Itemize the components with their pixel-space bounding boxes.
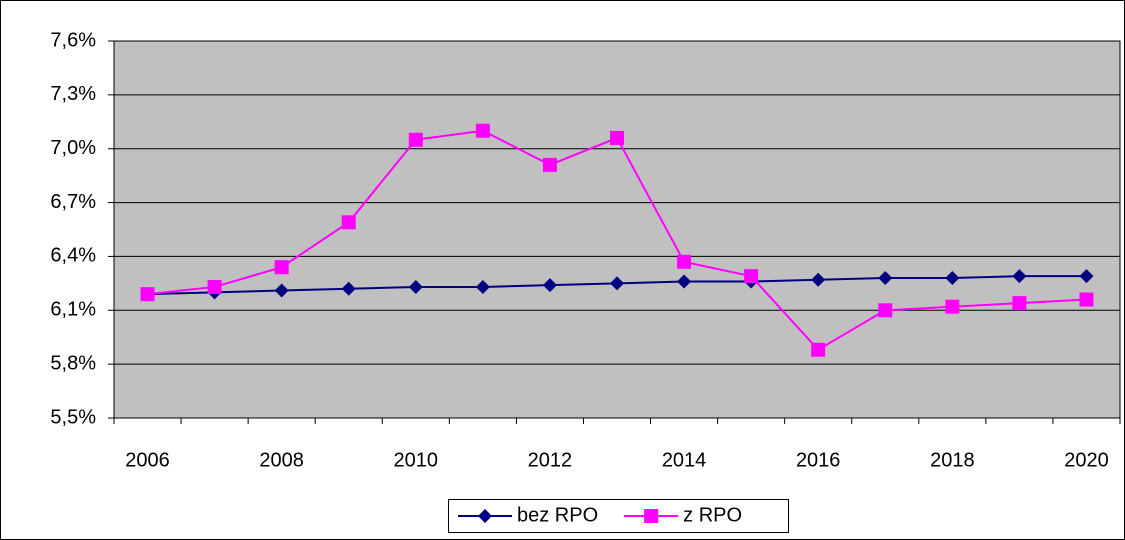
data-point xyxy=(1012,296,1027,311)
legend-label: z RPO xyxy=(683,504,742,526)
data-point xyxy=(610,130,624,145)
y-tick-label: 7,6% xyxy=(50,29,96,51)
y-tick-label: 7,0% xyxy=(50,137,96,159)
data-point xyxy=(744,269,759,284)
data-point xyxy=(274,283,289,298)
x-tick-label: 2010 xyxy=(394,449,439,471)
y-tick-label: 5,8% xyxy=(50,352,96,374)
data-point xyxy=(811,342,826,357)
data-point xyxy=(878,270,893,285)
data-point xyxy=(677,274,692,289)
y-tick-label: 6,7% xyxy=(50,191,96,213)
data-point xyxy=(542,278,557,293)
y-tick-label: 6,4% xyxy=(50,245,96,267)
data-point xyxy=(475,123,490,138)
data-point xyxy=(341,281,356,296)
data-point xyxy=(945,270,960,285)
data-point xyxy=(610,276,624,291)
x-tick-label: 2014 xyxy=(662,449,707,471)
x-tick-label: 2020 xyxy=(1064,449,1109,471)
x-tick-label: 2006 xyxy=(125,449,170,471)
y-tick-label: 5,5% xyxy=(50,406,96,428)
legend-marker xyxy=(478,509,492,523)
x-tick-label: 2018 xyxy=(930,449,975,471)
data-point xyxy=(408,279,423,294)
data-point xyxy=(475,279,490,294)
data-point xyxy=(1012,269,1027,284)
legend-marker xyxy=(644,509,659,523)
data-point xyxy=(1079,269,1094,284)
data-point xyxy=(811,272,826,287)
data-point xyxy=(140,287,155,302)
plot-area xyxy=(114,41,1120,418)
data-point xyxy=(878,303,893,318)
legend-label: bez RPO xyxy=(517,504,598,526)
data-point xyxy=(408,132,423,147)
x-tick-label: 2012 xyxy=(528,449,573,471)
plot-border xyxy=(113,40,1121,419)
data-point xyxy=(677,254,692,269)
data-point xyxy=(945,299,960,314)
y-tick-label: 7,3% xyxy=(50,83,96,105)
data-point xyxy=(542,157,557,172)
data-point xyxy=(1079,292,1094,307)
x-tick-label: 2008 xyxy=(259,449,304,471)
data-point xyxy=(207,279,222,294)
data-point xyxy=(274,260,289,275)
x-tick-label: 2016 xyxy=(796,449,841,471)
data-point xyxy=(341,215,356,230)
y-tick-label: 6,1% xyxy=(50,299,96,321)
